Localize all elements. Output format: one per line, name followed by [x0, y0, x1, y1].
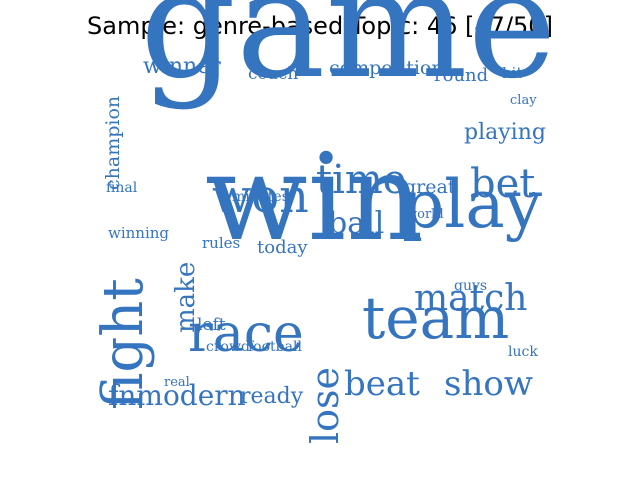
- word-round: round: [434, 64, 489, 86]
- word-real: real: [164, 374, 190, 390]
- word-play: play: [402, 166, 542, 244]
- word-guys: guys: [454, 277, 488, 294]
- word-final: final: [106, 179, 138, 196]
- word-left: left: [197, 315, 226, 336]
- word-minutes: minutes: [232, 188, 289, 205]
- word-game: game: [140, 0, 557, 112]
- word-playing: playing: [464, 120, 546, 146]
- word-show: show: [444, 363, 533, 404]
- word-hit: hit: [502, 64, 523, 82]
- word-race: race: [188, 304, 304, 365]
- word-beat: beat: [344, 363, 420, 404]
- word-ready: ready: [240, 384, 304, 410]
- word-competition: competition: [329, 56, 444, 79]
- word-bet: bet: [470, 161, 536, 207]
- word-champion: champion: [102, 95, 124, 190]
- word-world: world: [406, 206, 444, 222]
- word-coach: coach: [248, 64, 299, 85]
- word-win: win: [205, 129, 424, 268]
- word-fnmodern: fnmodern: [108, 378, 246, 412]
- word-great: great: [404, 175, 456, 198]
- word-winner: winner: [143, 54, 221, 80]
- word-team: team: [362, 283, 510, 352]
- word-make: make: [171, 261, 201, 333]
- word-time: time: [316, 157, 407, 203]
- word-match: match: [414, 278, 528, 320]
- figure-title: Sample: genre-based Topic: 46 [47/50]: [87, 12, 553, 40]
- word-football: football: [248, 338, 302, 355]
- word-won: won: [212, 169, 309, 224]
- word-rules: rules: [202, 234, 241, 252]
- word-crowd: crowd: [206, 338, 250, 355]
- word-winning: winning: [108, 224, 170, 242]
- word-clay: clay: [510, 92, 537, 108]
- word-today: today: [257, 236, 308, 258]
- word-ball: ball: [328, 206, 385, 241]
- word-lose: lose: [303, 366, 347, 444]
- word-luck: luck: [508, 343, 538, 360]
